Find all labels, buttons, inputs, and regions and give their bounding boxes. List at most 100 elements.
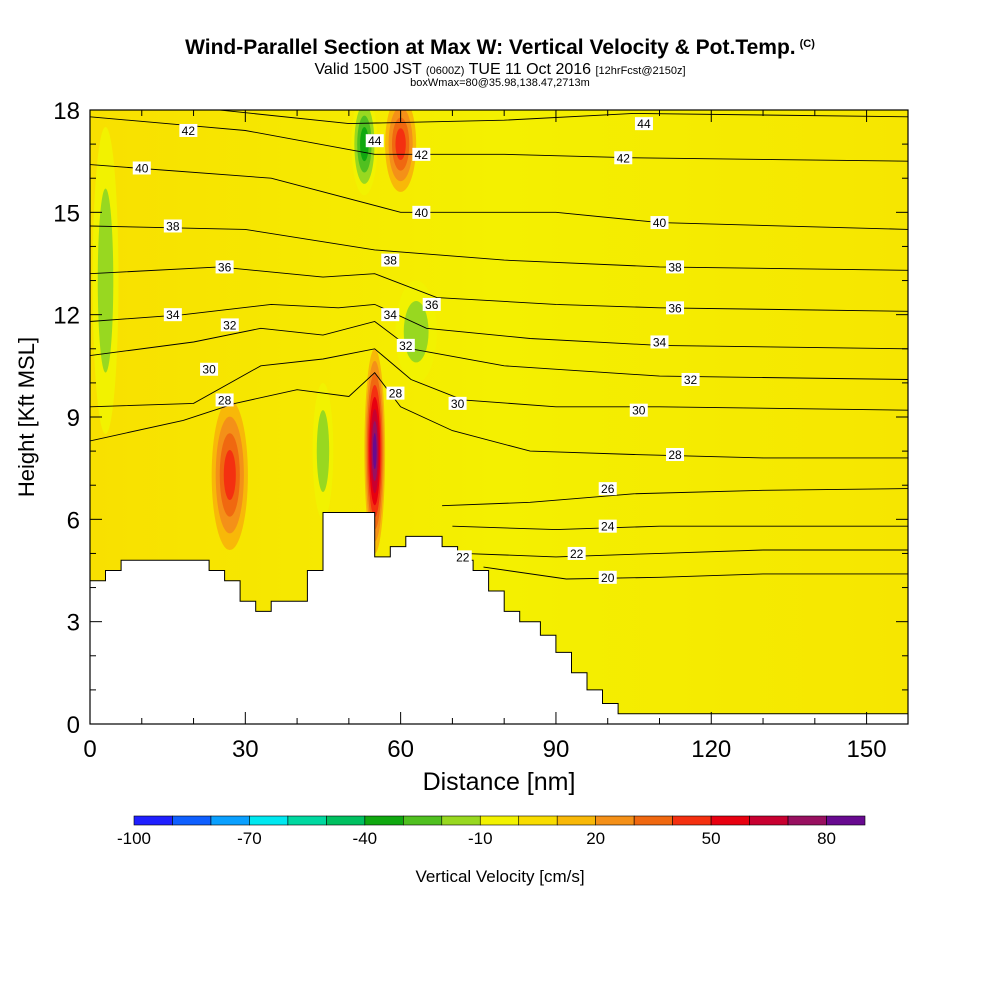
label-text: 32	[223, 318, 237, 332]
label-box	[598, 482, 617, 496]
label-box	[386, 386, 405, 400]
colorbar-tick-label: 80	[817, 829, 836, 848]
label-box	[567, 546, 586, 560]
label-box	[132, 161, 151, 175]
isentrope-labels: 42 40 38 36 34 32 30 28 44 42 40 38 36 34 32 28 30 22 44 42…	[132, 117, 700, 585]
label-text: 28	[668, 448, 682, 462]
colorbar-swatch	[326, 815, 366, 826]
label-box	[412, 147, 431, 161]
label-text: 20	[601, 571, 615, 585]
label-text: 30	[451, 397, 465, 411]
updraft-core-2	[395, 128, 406, 161]
isentrope-label-44: 44	[365, 134, 384, 148]
colorbar-swatch	[556, 815, 596, 826]
label-text: 38	[384, 254, 398, 268]
y-tick-label: 6	[67, 507, 80, 534]
label-box	[381, 253, 400, 267]
label-text: 26	[601, 482, 615, 496]
label-box	[666, 260, 685, 274]
colorbar-swatch	[249, 815, 289, 826]
colorbar-swatch	[172, 815, 212, 826]
colorbar-swatch	[210, 815, 250, 826]
copyright-mark: (C)	[799, 38, 815, 50]
isentrope-label-26: 26	[598, 482, 617, 496]
isentrope-label-30: 30	[448, 396, 467, 411]
label-box	[650, 335, 669, 349]
label-box	[365, 134, 384, 148]
label-text: 22	[570, 547, 584, 561]
y-tick-label: 3	[67, 610, 80, 637]
x-tick-label: 30	[232, 736, 259, 763]
colorbar-tick-label: 50	[702, 829, 721, 848]
isentrope-label-30: 30	[200, 362, 219, 377]
label-text: 34	[166, 308, 180, 322]
colorbar-swatch	[364, 815, 404, 826]
label-text: 36	[668, 301, 682, 315]
isentrope-label-40: 40	[132, 161, 151, 175]
y-tick-label: 18	[53, 98, 80, 125]
label-box	[412, 205, 431, 219]
label-text: 22	[456, 550, 470, 564]
isentrope-label-40: 40	[412, 205, 431, 220]
label-text: 24	[601, 520, 615, 534]
isentrope-36	[90, 266, 908, 312]
x-tick-label: 60	[387, 736, 414, 763]
colorbar-swatch	[441, 815, 481, 826]
colorbar: -100 -70 -40 -10 20 50 80	[117, 815, 866, 848]
colorbar-swatch	[749, 815, 789, 826]
isentrope-label-36: 36	[666, 301, 685, 315]
label-box	[629, 403, 648, 417]
isentrope-label-22: 22	[567, 546, 586, 561]
colorbar-label: Vertical Velocity [cm/s]	[415, 867, 584, 886]
isentrope-label-42: 42	[412, 147, 431, 162]
colorbar-tick-label: -70	[237, 829, 262, 848]
label-text: 38	[166, 219, 180, 233]
label-text: 40	[653, 216, 667, 230]
isentrope-42	[90, 116, 908, 162]
label-text: 32	[684, 373, 698, 387]
updraft-core-1	[223, 449, 236, 501]
colorbar-swatch	[133, 815, 173, 826]
label-text: 36	[218, 260, 232, 274]
isentrope-label-38: 38	[666, 260, 685, 274]
isentrope-32	[90, 321, 908, 380]
colorbar-swatch	[479, 815, 520, 826]
label-box	[200, 362, 219, 376]
label-box	[666, 448, 685, 462]
label-box	[215, 260, 234, 274]
chart-title: Wind-Parallel Section at Max W: Vertical…	[185, 36, 815, 59]
label-box	[381, 308, 400, 322]
label-box	[179, 123, 198, 137]
label-text: 34	[384, 308, 398, 322]
isentrope-label-22: 22	[453, 550, 472, 564]
chart-subtitle-box-info: boxWmax=80@35.98,138.47,2713m	[410, 77, 590, 89]
label-box	[598, 570, 617, 584]
label-box	[614, 151, 633, 165]
colorbar-swatch	[595, 815, 635, 826]
label-text: 28	[218, 393, 232, 407]
label-text: 36	[425, 298, 439, 312]
downdraft-core-6	[316, 410, 330, 493]
updraft-core-0	[372, 433, 377, 470]
isentrope-label-42: 42	[179, 123, 198, 138]
label-text: 44	[637, 117, 651, 131]
isentrope-label-34: 34	[650, 335, 669, 349]
label-box	[681, 372, 700, 386]
colorbar-swatch	[403, 815, 443, 826]
isentrope-label-32: 32	[396, 338, 415, 353]
y-axis-label: Height [Kft MSL]	[14, 337, 39, 497]
isentrope-26	[442, 488, 908, 507]
isentrope-38	[90, 225, 908, 271]
colorbar-tick-label: -100	[117, 829, 151, 848]
y-tick-label: 9	[67, 405, 80, 432]
y-tick-label: 12	[53, 303, 80, 330]
colorbar-swatch	[672, 815, 712, 826]
y-tick-label: 15	[53, 200, 80, 227]
isentrope-20	[483, 566, 908, 580]
label-text: 40	[415, 206, 429, 220]
downdraft-core-5	[97, 188, 114, 373]
label-box	[215, 393, 234, 407]
label-text: 28	[389, 387, 403, 401]
colorbar-tick-label: 20	[586, 829, 605, 848]
isentrope-label-34: 34	[163, 308, 182, 322]
